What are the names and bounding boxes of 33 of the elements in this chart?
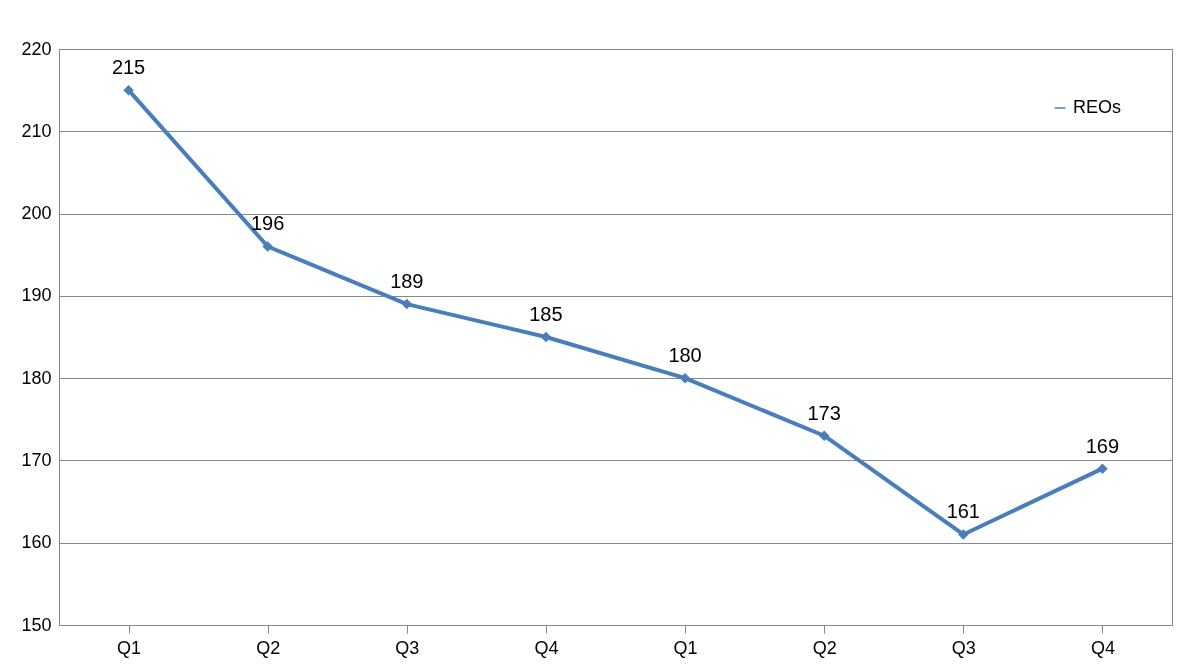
x-tick-label: Q2: [256, 637, 281, 658]
y-tick-label: 180: [21, 367, 52, 388]
y-tick-label: 160: [21, 532, 52, 553]
y-tick-label: 190: [21, 285, 52, 306]
y-tick-label: 220: [21, 38, 52, 59]
y-tick-label: 150: [21, 614, 52, 635]
data-label: 196: [251, 212, 285, 235]
data-label: 180: [668, 344, 702, 367]
point: [401, 298, 413, 310]
y-tick-label: 170: [21, 449, 52, 470]
data-label: 169: [1085, 434, 1120, 457]
x-tick-label: Q4: [1090, 637, 1115, 658]
point: [1097, 463, 1108, 474]
point: [540, 331, 552, 343]
data-label: 161: [946, 500, 980, 523]
x-tick-label: Q2: [812, 637, 837, 658]
data-label: 185: [529, 303, 563, 325]
point: [958, 529, 969, 540]
point: [123, 84, 134, 96]
point: [818, 430, 830, 441]
y-tick-label: 210: [21, 120, 52, 141]
x-tick-label: Q1: [117, 637, 142, 658]
point: [262, 241, 273, 252]
data-label: 215: [111, 56, 146, 79]
data-label: 173: [807, 401, 841, 424]
y-tick-label: 200: [21, 203, 52, 224]
x-tick-label: Q4: [534, 637, 559, 658]
x-tick-label: Q3: [951, 637, 976, 658]
point: [679, 372, 691, 384]
data-label: 189: [390, 270, 424, 293]
x-tick-label: Q3: [395, 637, 420, 658]
x-tick-label: Q1: [673, 637, 698, 658]
legend-label: REOs: [1073, 97, 1122, 117]
